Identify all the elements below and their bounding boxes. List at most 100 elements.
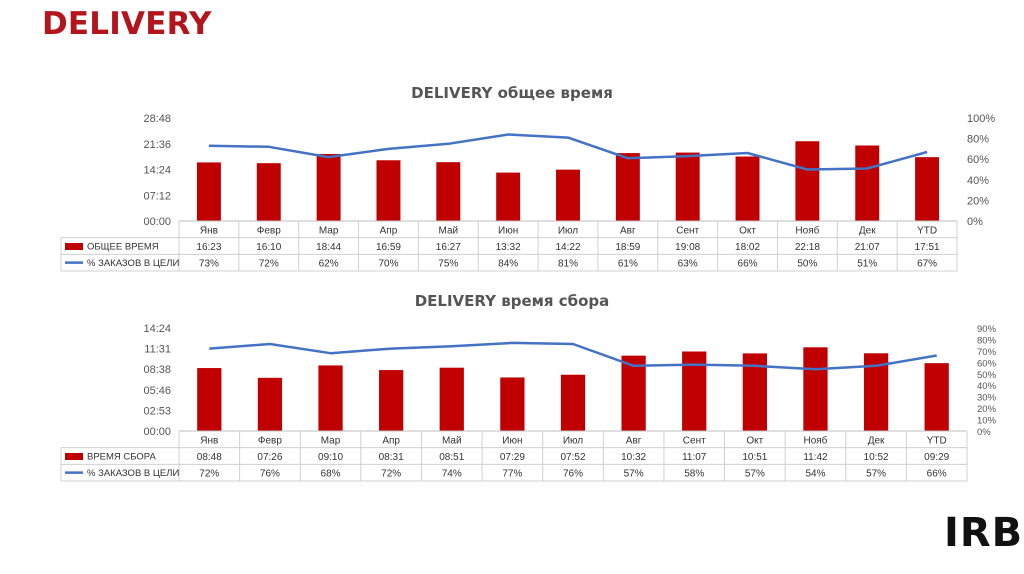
y-right-tick: 80% (977, 335, 997, 346)
line-value-label: 75% (438, 259, 458, 270)
line-value-label: 70% (378, 259, 398, 270)
x-tick-label: Авг (626, 435, 642, 446)
x-tick-label: Февр (258, 435, 282, 446)
bar (196, 162, 221, 221)
y-left-tick: 02:53 (143, 405, 171, 417)
line-value-label: 66% (927, 469, 947, 480)
bar (615, 153, 640, 221)
x-tick-label: Июн (498, 225, 518, 236)
y-left-tick: 21:36 (143, 139, 171, 151)
bar (855, 145, 880, 221)
bar (924, 363, 949, 431)
y-right-tick: 30% (977, 393, 997, 404)
y-left-tick: 11:31 (144, 344, 171, 356)
x-tick-label: Апр (382, 435, 400, 446)
bar-value-label: 08:48 (197, 452, 222, 463)
line-value-label: 74% (442, 469, 462, 480)
bar-value-label: 09:29 (924, 452, 949, 463)
line-value-label: 57% (866, 469, 886, 480)
x-tick-label: Май (439, 225, 459, 236)
legend-bar-key (65, 453, 83, 460)
bar (376, 160, 401, 221)
x-tick-label: Авг (620, 225, 636, 236)
bar-value-label: 16:59 (376, 242, 401, 253)
bar-value-label: 22:18 (795, 242, 820, 253)
bar-value-label: 07:29 (500, 452, 525, 463)
bar (256, 163, 281, 221)
line-value-label: 62% (319, 259, 339, 270)
bar (735, 156, 760, 221)
bar (439, 367, 464, 431)
x-tick-label: Дек (868, 435, 885, 446)
y-right-tick: 0% (967, 216, 983, 228)
bar-value-label: 16:10 (256, 242, 281, 253)
line-value-label: 72% (199, 469, 219, 480)
x-tick-label: Июл (563, 435, 583, 446)
legend-bar-key (65, 243, 83, 250)
y-right-tick: 10% (977, 416, 997, 427)
y-right-tick: 0% (977, 427, 991, 438)
bar-value-label: 18:59 (615, 242, 640, 253)
x-tick-label: Дек (859, 225, 876, 236)
y-left-tick: 00:00 (143, 216, 171, 228)
line-value-label: 67% (917, 259, 937, 270)
y-right-tick: 20% (967, 195, 989, 207)
bar (915, 157, 940, 221)
bar (316, 154, 341, 221)
y-right-tick: 20% (977, 404, 997, 415)
bar-value-label: 17:51 (915, 242, 940, 253)
bar (379, 370, 404, 431)
x-tick-label: Июн (502, 435, 522, 446)
y-left-tick: 08:38 (143, 364, 171, 376)
y-left-tick: 28:48 (143, 113, 171, 125)
y-right-tick: 70% (977, 347, 997, 358)
bar-value-label: 07:52 (560, 452, 585, 463)
x-tick-label: Мар (321, 435, 341, 446)
x-tick-label: Мар (319, 225, 339, 236)
bar (318, 365, 343, 431)
bar (436, 162, 461, 221)
bar-value-label: 14:22 (555, 242, 580, 253)
line-value-label: 54% (805, 469, 825, 480)
x-tick-label: Янв (200, 435, 218, 446)
x-tick-label: Янв (200, 225, 218, 236)
line-value-label: 76% (563, 469, 583, 480)
x-tick-label: Февр (257, 225, 281, 236)
line-value-label: 84% (498, 259, 518, 270)
line-value-label: 61% (618, 259, 638, 270)
x-tick-label: Июл (558, 225, 578, 236)
y-right-tick: 100% (967, 113, 995, 125)
line-value-label: 72% (381, 469, 401, 480)
x-tick-label: Сент (676, 225, 699, 236)
line-value-label: 72% (259, 259, 279, 270)
y-left-tick: 14:24 (143, 165, 171, 177)
bar-value-label: 18:44 (316, 242, 341, 253)
y-right-tick: 60% (977, 358, 997, 369)
x-tick-label: Сент (683, 435, 706, 446)
bar-value-label: 10:32 (621, 452, 646, 463)
line-value-label: 57% (745, 469, 765, 480)
bar-value-label: 08:31 (379, 452, 404, 463)
bar-value-label: 19:08 (675, 242, 700, 253)
line-value-label: 58% (684, 469, 704, 480)
line-value-label: 81% (558, 259, 578, 270)
bar-value-label: 07:26 (257, 452, 282, 463)
bar (197, 368, 222, 431)
x-tick-label: YTD (927, 435, 947, 446)
bar-value-label: 11:07 (682, 452, 707, 463)
line-value-label: 57% (624, 469, 644, 480)
bar-value-label: 18:02 (735, 242, 760, 253)
legend-line-label: % ЗАКАЗОВ В ЦЕЛИ (87, 468, 179, 479)
y-right-tick: 90% (977, 324, 997, 335)
line-value-label: 63% (678, 259, 698, 270)
y-right-tick: 40% (977, 381, 997, 392)
line-value-label: 66% (738, 259, 758, 270)
y-left-tick: 07:12 (143, 190, 171, 202)
bar-value-label: 10:51 (742, 452, 767, 463)
bar (560, 374, 586, 431)
x-tick-label: Апр (380, 225, 398, 236)
legend-bar-label: ОБЩЕЕ ВРЕМЯ (87, 242, 159, 253)
bar (621, 355, 646, 431)
